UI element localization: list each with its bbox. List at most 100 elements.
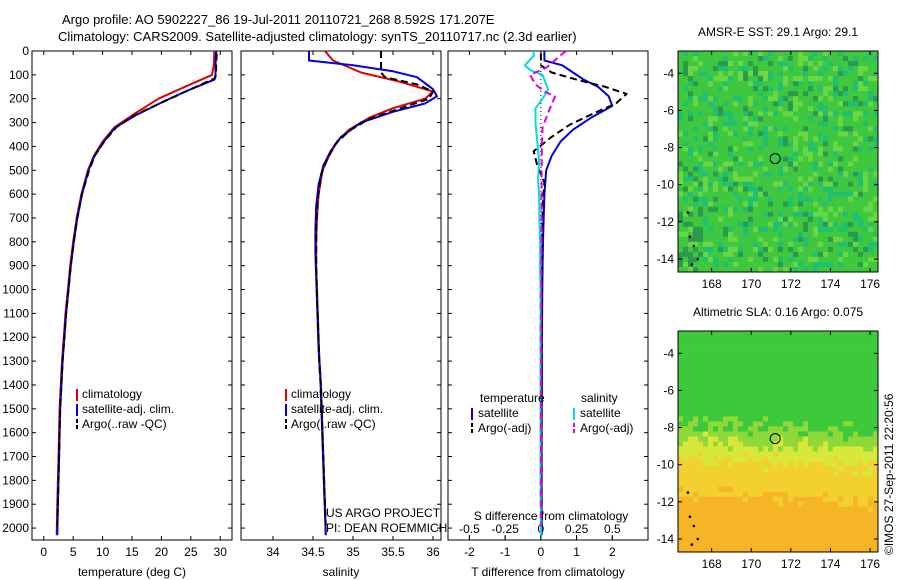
sla-cell <box>798 396 804 402</box>
y-tick-label: 100 <box>9 68 29 82</box>
sla-cell <box>763 336 769 342</box>
sla-cell <box>848 546 854 553</box>
sla-cell <box>833 546 839 553</box>
sst-cell <box>768 136 774 142</box>
sla-cell <box>713 341 719 347</box>
sst-cell <box>743 156 749 162</box>
sla-cell <box>738 331 744 337</box>
sst-map-frame <box>677 50 879 273</box>
sst-cell <box>763 206 769 213</box>
sst-cell <box>788 136 794 142</box>
sla-cell <box>778 491 784 498</box>
sla-cell <box>838 476 844 482</box>
sla-cell <box>823 486 829 493</box>
sla-cell <box>828 501 834 508</box>
sla-cell <box>828 416 834 422</box>
sst-cell <box>748 231 754 238</box>
sla-cell <box>843 416 849 422</box>
sst-cell <box>683 216 689 223</box>
sla-cell <box>698 391 704 397</box>
sst-cell <box>718 76 724 82</box>
sst-cell <box>733 146 739 152</box>
sst-cell <box>848 256 854 263</box>
sla-cell <box>788 511 794 518</box>
sst-cell <box>828 181 834 187</box>
sla-cell <box>728 426 734 432</box>
sla-cell <box>793 516 799 523</box>
sla-cell <box>838 546 844 553</box>
sla-cell <box>798 421 804 427</box>
sla-cell <box>723 521 729 528</box>
sst-cell <box>808 56 814 62</box>
sst-cell <box>738 66 744 72</box>
sst-cell <box>708 216 714 223</box>
sla-cell <box>818 491 824 498</box>
sst-cell <box>803 106 809 112</box>
sst-cell <box>753 146 759 152</box>
sla-cell <box>753 371 759 377</box>
sla-cell <box>798 341 804 347</box>
sst-cell <box>838 211 844 218</box>
sla-cell <box>688 481 694 487</box>
sst-cell <box>683 136 689 142</box>
sla-cell <box>783 426 789 432</box>
sst-cell <box>768 241 774 248</box>
sst-cell <box>868 106 874 112</box>
sla-cell <box>843 371 849 377</box>
sla-cell <box>728 476 734 482</box>
sst-cell <box>798 76 804 82</box>
sla-cell <box>708 346 714 352</box>
sla-cell <box>773 441 779 447</box>
sla-cell <box>773 481 779 487</box>
sla-cell <box>823 501 829 508</box>
sla-cell <box>748 441 754 447</box>
sst-cell <box>813 231 819 238</box>
sst-cell <box>853 236 859 243</box>
sla-cell <box>798 496 804 503</box>
sla-cell <box>863 441 869 447</box>
sst-cell <box>718 161 724 167</box>
sst-cell <box>708 86 714 92</box>
sla-cell <box>693 456 699 462</box>
sst-cell <box>748 131 754 137</box>
sla-cell <box>813 376 819 382</box>
sla-cell <box>873 456 879 462</box>
sla-cell <box>853 451 859 457</box>
sst-cell <box>743 111 749 117</box>
sla-cell <box>773 416 779 422</box>
sla-cell <box>753 531 759 538</box>
sst-cell <box>838 201 844 207</box>
sst-cell <box>683 96 689 102</box>
sla-cell <box>778 501 784 508</box>
sla-cell <box>698 386 704 392</box>
sst-cell <box>818 136 824 142</box>
sla-cell <box>788 346 794 352</box>
sla-cell <box>858 511 864 518</box>
sst-cell <box>828 196 834 202</box>
sst-cell <box>783 56 789 62</box>
sst-cell <box>853 146 859 152</box>
sla-cell <box>853 356 859 362</box>
sla-cell <box>858 496 864 503</box>
sst-cell <box>728 101 734 107</box>
sla-cell <box>748 376 754 382</box>
sst-cell <box>833 51 839 57</box>
sla-cell <box>788 461 794 467</box>
sst-cell <box>708 111 714 117</box>
sst-cell <box>718 226 724 233</box>
sla-cell <box>718 361 724 367</box>
sla-cell <box>793 421 799 427</box>
sst-cell <box>723 226 729 233</box>
sla-cell <box>863 341 869 347</box>
sst-cell <box>683 146 689 152</box>
sla-cell <box>853 471 859 477</box>
sst-cell <box>713 241 719 248</box>
sla-cell <box>683 446 689 452</box>
sst-cell <box>823 141 829 147</box>
sst-cell <box>713 176 719 182</box>
sla-cell <box>748 386 754 392</box>
sla-cell <box>778 516 784 523</box>
sst-cell <box>793 176 799 182</box>
sst-cell <box>768 236 774 243</box>
sst-cell <box>753 241 759 248</box>
